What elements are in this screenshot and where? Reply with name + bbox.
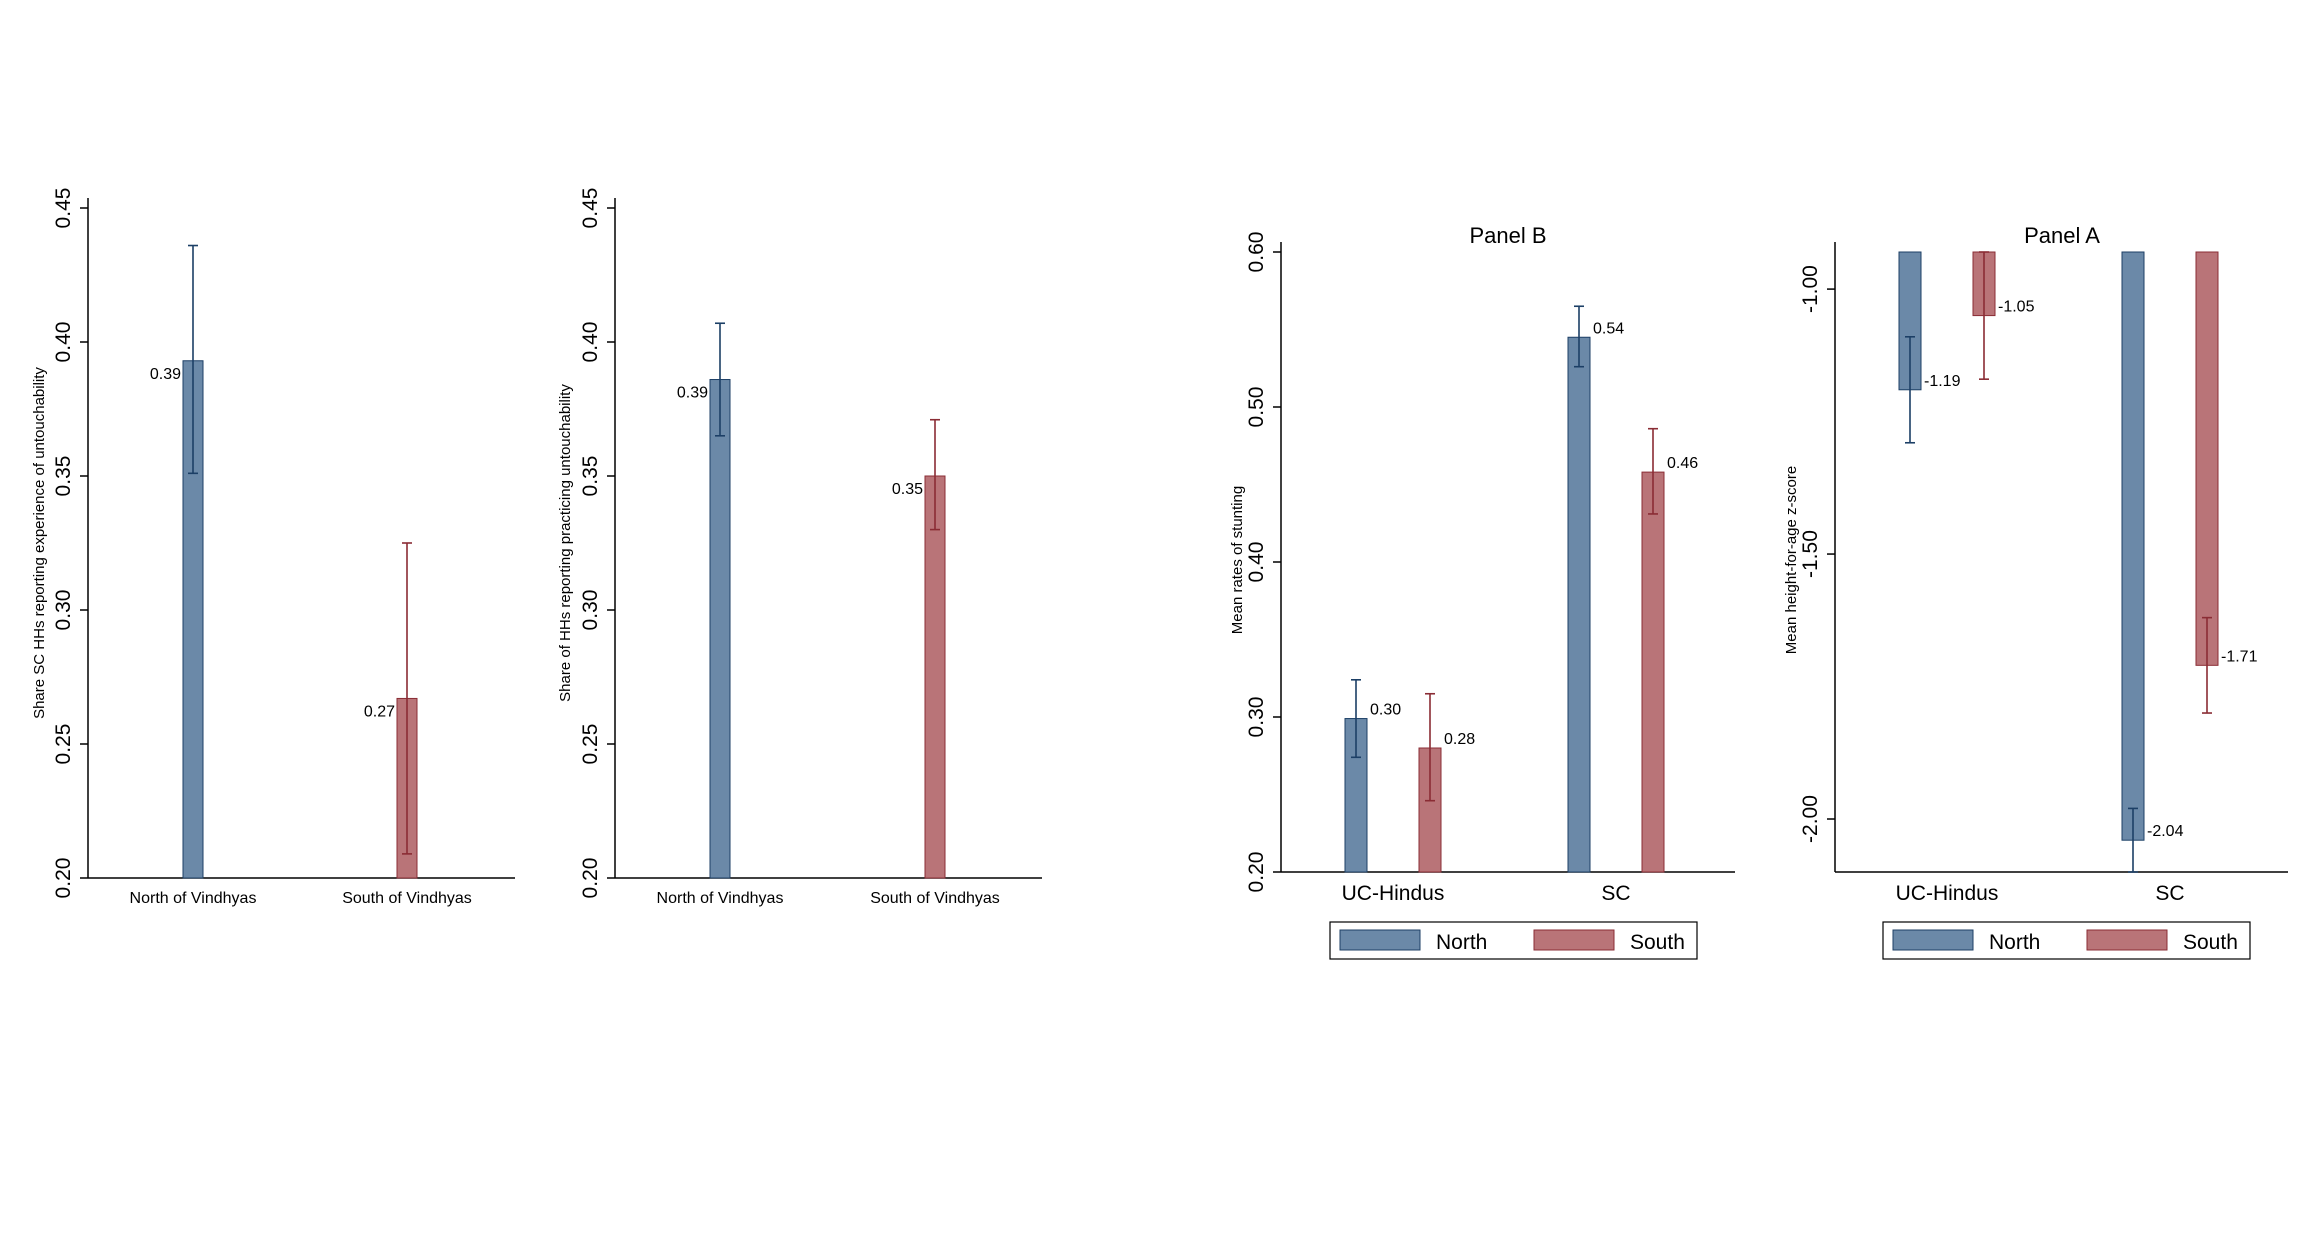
legend: North South [1329, 921, 1698, 960]
bar-south [2195, 251, 2219, 666]
y-tick-label: 0.30 [1245, 697, 1268, 738]
chart3: 0.20 0.30 0.40 0.50 0.60 Mean rates of stunti… [1229, 223, 1735, 960]
chart1: 0.20 0.25 0.30 0.35 0.40 0.45 Share SC HHs rep… [31, 188, 515, 907]
x-tick-label: North of Vindhyas [657, 890, 784, 907]
y-tick-label: 0.25 [579, 724, 602, 765]
data-label: 0.30 [1370, 702, 1401, 719]
y-tick-label: -2.00 [1799, 795, 1822, 843]
y-tick-label: 0.35 [579, 456, 602, 497]
legend-label: South [2183, 931, 2238, 954]
data-label: -1.71 [2221, 648, 2258, 665]
y-tick-label: 0.45 [579, 188, 602, 229]
bar-north [2121, 251, 2145, 841]
y-tick-label: 0.30 [579, 590, 602, 631]
y-tick-label: 0.20 [52, 858, 75, 899]
y-tick-label: 0.40 [579, 322, 602, 363]
y-axis-label: Share of HHs reporting practicing untouc… [557, 384, 574, 702]
y-tick-label: 0.30 [52, 590, 75, 631]
x-tick-label: South of Vindhyas [870, 890, 1000, 907]
chart4: -2.00 -1.50 -1.00 Mean height-for-age z-sco… [1783, 223, 2288, 960]
legend-swatch-south [1533, 929, 1615, 951]
data-label: -1.05 [1998, 299, 2035, 316]
bar-north [709, 379, 731, 879]
x-tick-label: SC [1601, 882, 1630, 905]
data-label: 0.46 [1667, 455, 1698, 472]
data-label: 0.39 [150, 366, 181, 383]
x-tick-label: SC [2155, 882, 2184, 905]
y-axis-label: Mean height-for-age z-score [1783, 466, 1800, 654]
y-axis-label: Share SC HHs reporting experience of unt… [31, 367, 48, 719]
chart-title: Panel A [2024, 223, 2100, 248]
data-label: -2.04 [2147, 823, 2184, 840]
x-tick-label: UC-Hindus [1896, 882, 1999, 905]
y-tick-label: 0.20 [1245, 852, 1268, 893]
legend: North South [1882, 921, 2251, 960]
legend-label: North [1989, 931, 2040, 954]
x-tick-label: North of Vindhyas [130, 890, 257, 907]
data-label: 0.54 [1593, 320, 1624, 337]
bar-north [1567, 336, 1591, 873]
y-tick-label: 0.50 [1245, 387, 1268, 428]
y-tick-label: 0.60 [1245, 232, 1268, 273]
data-label: 0.27 [364, 703, 395, 720]
bar-south [1641, 471, 1665, 873]
data-label: -1.19 [1924, 373, 1961, 390]
legend-swatch-north [1892, 929, 1974, 951]
chart2: 0.20 0.25 0.30 0.35 0.40 0.45 Share of HHs rep… [557, 188, 1042, 907]
y-tick-label: 0.40 [52, 322, 75, 363]
x-tick-label: UC-Hindus [1342, 882, 1445, 905]
y-axis-label: Mean rates of stunting [1229, 486, 1246, 634]
legend-swatch-north [1339, 929, 1421, 951]
legend-swatch-south [2086, 929, 2168, 951]
bar-south [924, 475, 946, 879]
legend-label: North [1436, 931, 1487, 954]
y-tick-label: 0.35 [52, 456, 75, 497]
x-tick-label: South of Vindhyas [342, 890, 472, 907]
y-tick-label: -1.00 [1799, 265, 1822, 313]
chart-title: Panel B [1469, 223, 1546, 248]
y-tick-label: 0.25 [52, 724, 75, 765]
data-label: 0.39 [677, 385, 708, 402]
y-tick-label: 0.40 [1245, 542, 1268, 583]
y-tick-label: 0.20 [579, 858, 602, 899]
legend-label: South [1630, 931, 1685, 954]
data-label: 0.35 [892, 481, 923, 498]
y-tick-label: -1.50 [1799, 530, 1822, 578]
data-label: 0.28 [1444, 731, 1475, 748]
y-tick-label: 0.45 [52, 188, 75, 229]
